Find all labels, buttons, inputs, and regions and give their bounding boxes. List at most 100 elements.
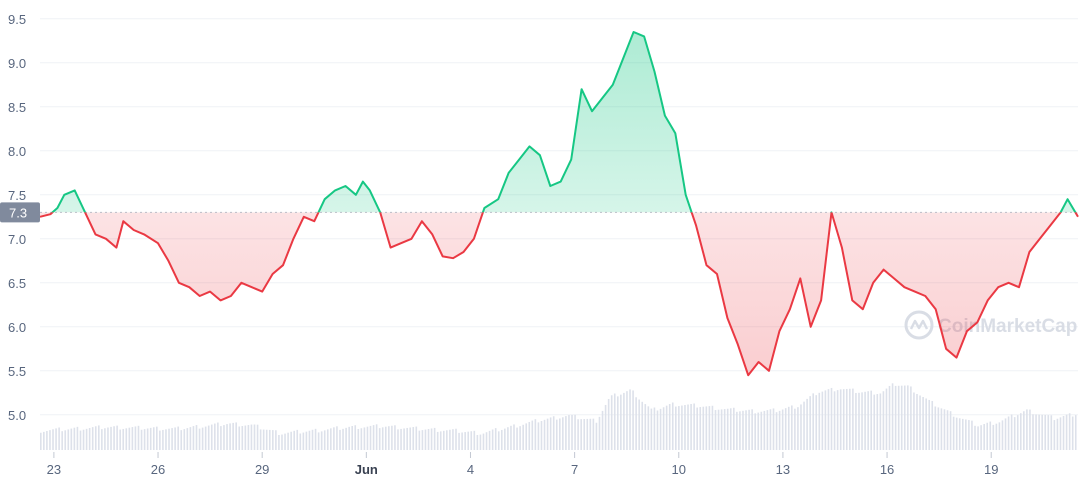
volume-bar: [922, 396, 924, 450]
price-line-below: [39, 212, 1079, 377]
volume-bar: [162, 429, 164, 450]
volume-bar: [479, 434, 482, 450]
x-tick-label: 26: [151, 462, 165, 477]
volume-bar: [348, 426, 350, 450]
volume-bar: [125, 428, 128, 450]
volume-bar: [446, 430, 448, 450]
volume-bar: [189, 427, 192, 450]
volume-bar: [88, 427, 91, 450]
volume-bar: [49, 430, 51, 450]
volume-bar: [427, 429, 430, 450]
volume-bar: [659, 408, 662, 450]
volume-bar: [497, 431, 500, 450]
volume-bar: [305, 431, 308, 450]
volume-bar: [241, 426, 244, 450]
volume-bar: [577, 419, 579, 450]
x-tick-label: 23: [47, 462, 61, 477]
volume-bar: [70, 428, 73, 450]
volume-bar: [226, 424, 228, 450]
volume-bar: [726, 408, 729, 450]
volume-bar: [775, 412, 778, 450]
volume-bar: [522, 424, 524, 450]
volume-bar: [299, 433, 302, 450]
volume-bar: [638, 399, 640, 450]
volume-bar: [336, 426, 338, 450]
volume-bar: [955, 417, 958, 450]
volume-bar: [195, 425, 198, 450]
volume-bar: [986, 422, 989, 450]
volume-bar: [302, 432, 305, 450]
volume-bar: [778, 410, 781, 450]
volume-bar: [803, 401, 805, 450]
volume-bar: [311, 429, 314, 450]
volume-bar: [815, 395, 818, 450]
volume-bar: [174, 427, 176, 450]
volume-bar: [171, 428, 173, 450]
volume-bar: [800, 404, 802, 450]
volume-bar: [439, 431, 442, 450]
volume-bar: [839, 389, 842, 450]
volume-bar: [207, 425, 210, 450]
volume-bar: [968, 420, 970, 450]
volume-bar: [772, 408, 775, 450]
volume-bar: [424, 429, 427, 450]
volume-bar: [409, 427, 412, 450]
volume-bar: [836, 390, 839, 450]
volume-bar: [238, 426, 241, 450]
volume-bar: [323, 430, 326, 450]
volume-bar: [61, 431, 63, 450]
volume-bar: [693, 403, 695, 450]
volume-bar: [314, 428, 317, 450]
volume-bar: [876, 394, 879, 450]
volume-bar: [473, 430, 476, 450]
volume-bar: [433, 427, 436, 450]
volume-bar: [354, 425, 357, 450]
volume-bar: [1026, 409, 1028, 450]
x-tick-label: 7: [571, 462, 578, 477]
price-line-above: [50, 31, 1077, 213]
volume-bar: [644, 404, 647, 450]
volume-bar: [549, 417, 552, 450]
volume-bar: [64, 430, 67, 450]
volume-bar: [623, 392, 625, 450]
volume-bar: [589, 418, 592, 450]
volume-bar: [907, 385, 909, 450]
volume-bar: [598, 416, 601, 450]
volume-bar: [763, 410, 766, 450]
volume-bar: [894, 385, 897, 450]
volume-bar: [104, 428, 106, 450]
volume-bar: [146, 428, 149, 450]
volume-bar: [864, 391, 866, 450]
volume-bar: [46, 431, 48, 450]
volume-bar: [262, 429, 265, 450]
volume-bar: [516, 427, 518, 450]
volume-bar: [360, 428, 363, 450]
volume-bar: [678, 406, 680, 450]
volume-bar: [391, 425, 393, 450]
volume-bar: [1038, 414, 1040, 450]
volume-bar: [198, 428, 201, 450]
volume-bar: [76, 426, 79, 450]
volume-bar: [372, 425, 375, 450]
volume-bar: [714, 410, 717, 450]
volume-bar: [43, 431, 45, 450]
volume-bar: [873, 394, 876, 450]
volume-bar: [363, 427, 366, 450]
volume-bar: [442, 430, 445, 450]
volume-bar: [140, 429, 143, 450]
volume-bar: [888, 385, 891, 450]
volume-bar: [287, 432, 289, 450]
volume-bar: [791, 405, 793, 450]
volume-bar: [455, 428, 457, 450]
volume-bar: [378, 428, 381, 450]
volume-bar: [467, 431, 470, 450]
volume-bar: [345, 427, 347, 450]
volume-bar: [949, 411, 952, 450]
volume-bar: [769, 409, 772, 450]
volume-bar: [824, 390, 827, 450]
volume-bar: [580, 419, 582, 450]
volume-bar: [961, 418, 964, 450]
volume-bar: [842, 389, 845, 450]
volume-bar: [73, 427, 76, 450]
volume-bar: [733, 407, 735, 450]
